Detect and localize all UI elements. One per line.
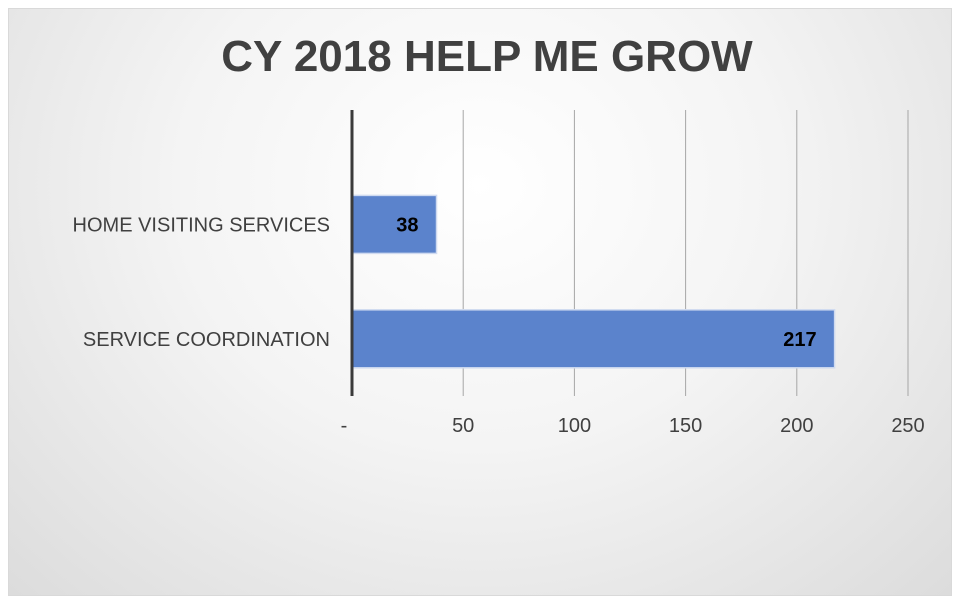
bar-value-label: 38 (396, 214, 418, 236)
x-tick-label: - (341, 415, 348, 437)
x-tick-label: 200 (780, 415, 813, 437)
bars: 38 217 (351, 194, 836, 369)
bar (351, 309, 836, 369)
y-axis-categories: HOME VISITING SERVICES SERVICE COORDINATI… (73, 214, 330, 350)
x-tick-label: 50 (452, 415, 474, 437)
chart-title: CY 2018 HELP ME GROW (221, 32, 753, 81)
category-label: HOME VISITING SERVICES (73, 214, 330, 236)
bar (351, 194, 438, 255)
x-tick-label: 100 (558, 415, 591, 437)
bar-value-label: 217 (783, 329, 816, 351)
x-axis-ticks: - 50 100 150 200 250 (341, 415, 925, 437)
chart-area (8, 8, 952, 596)
category-label: SERVICE COORDINATION (83, 329, 330, 351)
x-tick-label: 250 (891, 415, 924, 437)
x-tick-label: 150 (669, 415, 702, 437)
